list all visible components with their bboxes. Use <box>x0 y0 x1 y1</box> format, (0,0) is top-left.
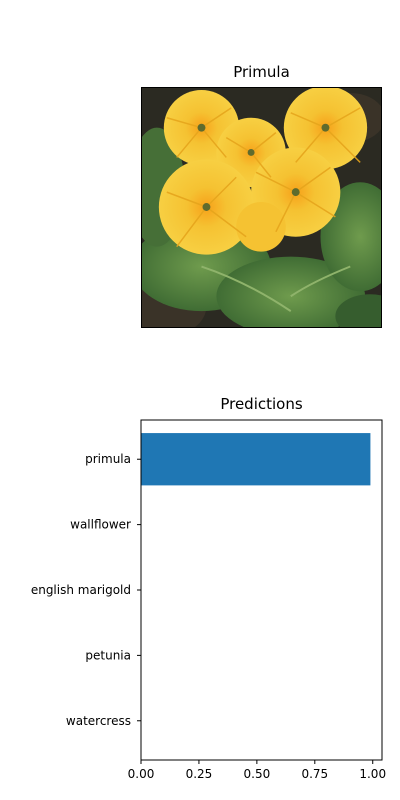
y-tick-label: primula <box>85 452 131 466</box>
predictions-chart: Predictions primula wallflower english mar… <box>31 395 386 781</box>
x-tick-label: 0.00 <box>128 767 155 781</box>
x-tick-label: 0.50 <box>244 767 271 781</box>
bar-primula <box>141 433 371 486</box>
flower-photo <box>141 87 382 328</box>
x-tick-label: 1.00 <box>359 767 386 781</box>
x-tick-label: 0.75 <box>301 767 328 781</box>
primula-photo-icon <box>142 88 381 327</box>
y-tick-label: english marigold <box>31 583 131 597</box>
axes-frame <box>140 419 383 761</box>
chart-plot-area: primula wallflower english marigold petunia… <box>31 419 386 781</box>
x-tick-label: 0.25 <box>186 767 213 781</box>
image-title: Primula <box>233 63 290 81</box>
y-tick-label: petunia <box>85 648 131 662</box>
y-tick-label: wallflower <box>70 518 131 532</box>
y-tick-label: watercress <box>66 714 131 728</box>
chart-title: Predictions <box>220 395 303 413</box>
